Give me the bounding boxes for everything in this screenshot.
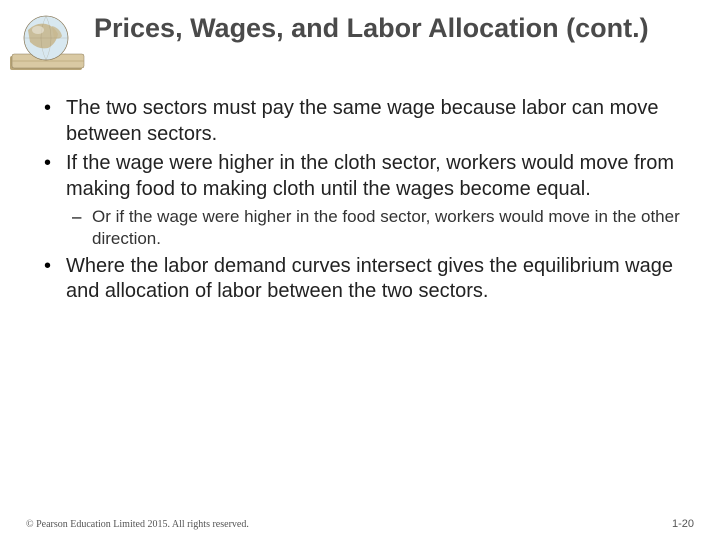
bullet-text: If the wage were higher in the cloth sec… xyxy=(66,152,674,200)
bullet-list: The two sectors must pay the same wage b… xyxy=(40,96,692,305)
slide-body: The two sectors must pay the same wage b… xyxy=(0,76,720,305)
sub-bullet-item: Or if the wage were higher in the food s… xyxy=(66,206,692,250)
page-number: 1-20 xyxy=(672,518,694,530)
slide: Prices, Wages, and Labor Allocation (con… xyxy=(0,0,720,540)
slide-title: Prices, Wages, and Labor Allocation (con… xyxy=(94,10,649,44)
sub-bullet-list: Or if the wage were higher in the food s… xyxy=(66,206,692,250)
globe-on-book-icon xyxy=(8,10,88,76)
slide-header: Prices, Wages, and Labor Allocation (con… xyxy=(0,0,720,76)
bullet-text: Where the labor demand curves intersect … xyxy=(66,255,673,303)
bullet-item: Where the labor demand curves intersect … xyxy=(40,254,692,305)
bullet-item: If the wage were higher in the cloth sec… xyxy=(40,151,692,250)
bullet-item: The two sectors must pay the same wage b… xyxy=(40,96,692,147)
sub-bullet-text: Or if the wage were higher in the food s… xyxy=(92,207,680,248)
copyright-text: © Pearson Education Limited 2015. All ri… xyxy=(26,519,249,530)
bullet-text: The two sectors must pay the same wage b… xyxy=(66,97,659,145)
slide-footer: © Pearson Education Limited 2015. All ri… xyxy=(0,518,720,530)
